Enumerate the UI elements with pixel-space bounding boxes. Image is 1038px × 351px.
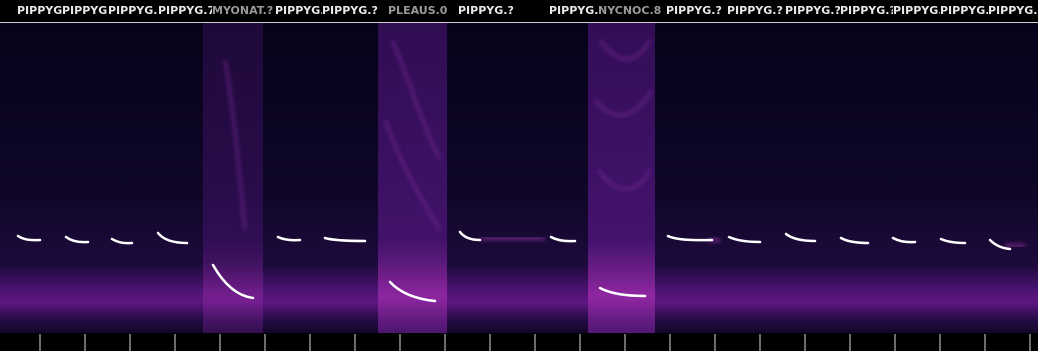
highlight — [378, 22, 447, 333]
highlight — [203, 22, 263, 333]
call-label[interactable]: PLEAUS.0 — [388, 4, 450, 20]
call-label[interactable]: PIPPYG.? — [17, 4, 75, 20]
call-label[interactable]: PIPPYG.? — [458, 4, 516, 20]
call-label[interactable]: PIPPYG.? — [727, 4, 785, 20]
call-label[interactable]: PIPPYG.? — [840, 4, 898, 20]
call-label[interactable]: PIPPYG.? — [62, 4, 120, 20]
call-label[interactable]: PIPPYG.? — [893, 4, 951, 20]
time-axis — [0, 333, 1038, 351]
call-label[interactable]: PIPPYG.? — [275, 4, 333, 20]
call-label[interactable]: PIPPYG.? — [108, 4, 166, 20]
call-label[interactable]: MYONAT.? — [212, 4, 276, 20]
echoes — [223, 39, 654, 231]
call-label[interactable]: PIPPYG.? — [322, 4, 380, 20]
call-label[interactable]: PIPPYG.? — [988, 4, 1038, 20]
call-label[interactable]: PIPPYG.? — [666, 4, 724, 20]
time-ticks — [39, 334, 1031, 351]
background — [0, 22, 1038, 333]
call-label[interactable]: PIPPYG.7 — [158, 4, 218, 20]
call-label[interactable]: PIPPYG.? — [785, 4, 843, 20]
call-label[interactable]: PIPPYG.? — [549, 4, 607, 20]
label-bar: PIPPYG.? PIPPYG.? PIPPYG.? PIPPYG.7 MYONAT.?… — [0, 0, 1038, 23]
call-label[interactable]: PIPPYG.? — [940, 4, 998, 20]
call-label[interactable]: NYCNOC.8 — [598, 4, 664, 20]
calls — [16, 230, 1012, 303]
